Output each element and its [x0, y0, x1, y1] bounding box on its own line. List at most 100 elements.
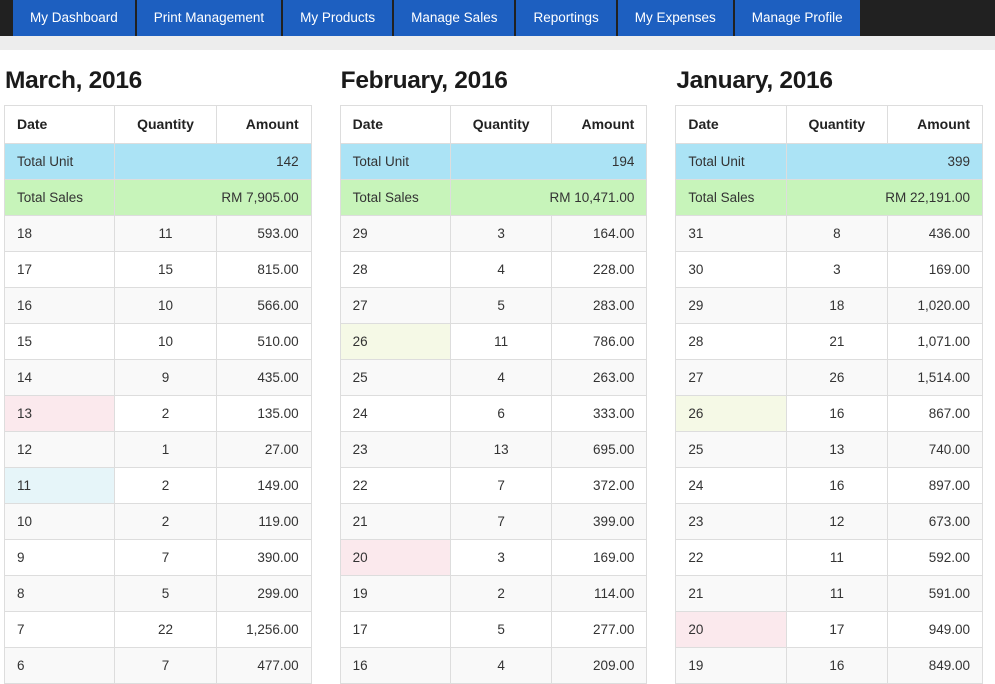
date-cell: 22 [675, 539, 787, 576]
amount-cell: 695.00 [551, 431, 648, 468]
table-header-row: Date Quantity Amount [339, 105, 648, 144]
date-cell: 26 [339, 323, 452, 360]
month-title: March, 2016 [5, 67, 142, 94]
amount-cell: 510.00 [215, 323, 312, 360]
table-row: 16 4 209.00 [339, 647, 648, 684]
table-row: 26 11 786.00 [339, 323, 648, 360]
total-sales-value: RM 7,905.00 [114, 179, 312, 216]
table-row: 24 6 333.00 [339, 395, 648, 432]
date-cell: 16 [339, 647, 452, 684]
amount-cell: 27.00 [215, 431, 312, 468]
nav-item-manage-sales[interactable]: Manage Sales [394, 0, 515, 36]
quantity-cell: 11 [114, 215, 217, 252]
column-header-date: Date [339, 105, 452, 144]
sales-table-march: Date Quantity Amount Total Unit 142 Tota… [3, 105, 312, 684]
table-row: 7 22 1,256.00 [3, 611, 312, 648]
date-cell: 7 [3, 611, 116, 648]
nav-item-manage-profile[interactable]: Manage Profile [734, 0, 860, 36]
amount-cell: 277.00 [551, 611, 648, 648]
quantity-cell: 7 [114, 539, 217, 576]
table-row: 21 7 399.00 [339, 503, 648, 540]
amount-cell: 228.00 [551, 251, 648, 288]
amount-cell: 477.00 [215, 647, 312, 684]
table-row: 31 8 436.00 [675, 215, 984, 252]
quantity-cell: 13 [450, 431, 553, 468]
total-unit-value: 194 [450, 143, 648, 180]
date-cell: 24 [339, 395, 452, 432]
date-cell: 11 [3, 467, 116, 504]
total-sales-value: RM 10,471.00 [450, 179, 648, 216]
amount-cell: 1,256.00 [215, 611, 312, 648]
quantity-cell: 5 [450, 287, 553, 324]
total-unit-row: Total Unit 142 [3, 143, 312, 180]
quantity-cell: 16 [785, 467, 888, 504]
nav-item-reportings[interactable]: Reportings [516, 0, 616, 36]
nav-item-my-products[interactable]: My Products [283, 0, 393, 36]
table-row: 16 10 566.00 [3, 287, 312, 324]
column-header-date: Date [675, 105, 787, 144]
date-cell: 30 [675, 251, 787, 288]
quantity-cell: 8 [785, 215, 888, 252]
total-unit-label: Total Unit [3, 143, 116, 180]
nav-item-my-expenses[interactable]: My Expenses [617, 0, 733, 36]
date-cell: 13 [3, 395, 116, 432]
table-row: 11 2 149.00 [3, 467, 312, 504]
date-cell: 16 [3, 287, 116, 324]
amount-cell: 435.00 [215, 359, 312, 396]
amount-cell: 299.00 [215, 575, 312, 612]
quantity-cell: 7 [450, 467, 553, 504]
amount-cell: 399.00 [551, 503, 648, 540]
date-cell: 24 [675, 467, 787, 504]
table-row: 29 18 1,020.00 [675, 287, 984, 324]
table-row: 30 3 169.00 [675, 251, 984, 288]
amount-cell: 1,020.00 [886, 287, 984, 324]
table-row: 17 5 277.00 [339, 611, 648, 648]
total-unit-value: 142 [114, 143, 312, 180]
quantity-cell: 16 [785, 395, 888, 432]
date-cell: 20 [339, 539, 452, 576]
date-cell: 12 [3, 431, 116, 468]
table-row: 21 11 591.00 [675, 575, 984, 612]
amount-cell: 283.00 [551, 287, 648, 324]
quantity-cell: 2 [114, 395, 217, 432]
amount-cell: 566.00 [215, 287, 312, 324]
amount-cell: 849.00 [886, 647, 984, 684]
quantity-cell: 13 [785, 431, 888, 468]
table-row: 10 2 119.00 [3, 503, 312, 540]
column-header-quantity: Quantity [450, 105, 553, 144]
date-cell: 22 [339, 467, 452, 504]
date-cell: 28 [339, 251, 452, 288]
amount-cell: 1,071.00 [886, 323, 984, 360]
quantity-cell: 2 [114, 467, 217, 504]
table-row: 20 3 169.00 [339, 539, 648, 576]
total-sales-row: Total Sales RM 7,905.00 [3, 179, 312, 216]
table-row: 22 7 372.00 [339, 467, 648, 504]
amount-cell: 263.00 [551, 359, 648, 396]
nav-item-my-dashboard[interactable]: My Dashboard [13, 0, 135, 36]
amount-cell: 149.00 [215, 467, 312, 504]
total-sales-label: Total Sales [675, 179, 787, 216]
date-cell: 18 [3, 215, 116, 252]
month-section-march: March, 2016 Date Quantity Amount Total U… [3, 50, 312, 684]
amount-cell: 1,514.00 [886, 359, 984, 396]
table-row: 6 7 477.00 [3, 647, 312, 684]
column-header-amount: Amount [215, 105, 312, 144]
quantity-cell: 2 [114, 503, 217, 540]
date-cell: 25 [339, 359, 452, 396]
table-row: 28 21 1,071.00 [675, 323, 984, 360]
month-section-january: January, 2016 Date Quantity Amount Total… [675, 50, 984, 684]
amount-cell: 169.00 [551, 539, 648, 576]
quantity-cell: 10 [114, 287, 217, 324]
column-header-amount: Amount [551, 105, 648, 144]
monthly-sales-report: March, 2016 Date Quantity Amount Total U… [0, 50, 995, 684]
amount-cell: 593.00 [215, 215, 312, 252]
amount-cell: 390.00 [215, 539, 312, 576]
amount-cell: 135.00 [215, 395, 312, 432]
amount-cell: 333.00 [551, 395, 648, 432]
quantity-cell: 7 [114, 647, 217, 684]
date-cell: 28 [675, 323, 787, 360]
amount-cell: 169.00 [886, 251, 984, 288]
nav-item-print-management[interactable]: Print Management [136, 0, 282, 36]
total-unit-value: 399 [785, 143, 984, 180]
quantity-cell: 7 [450, 503, 553, 540]
